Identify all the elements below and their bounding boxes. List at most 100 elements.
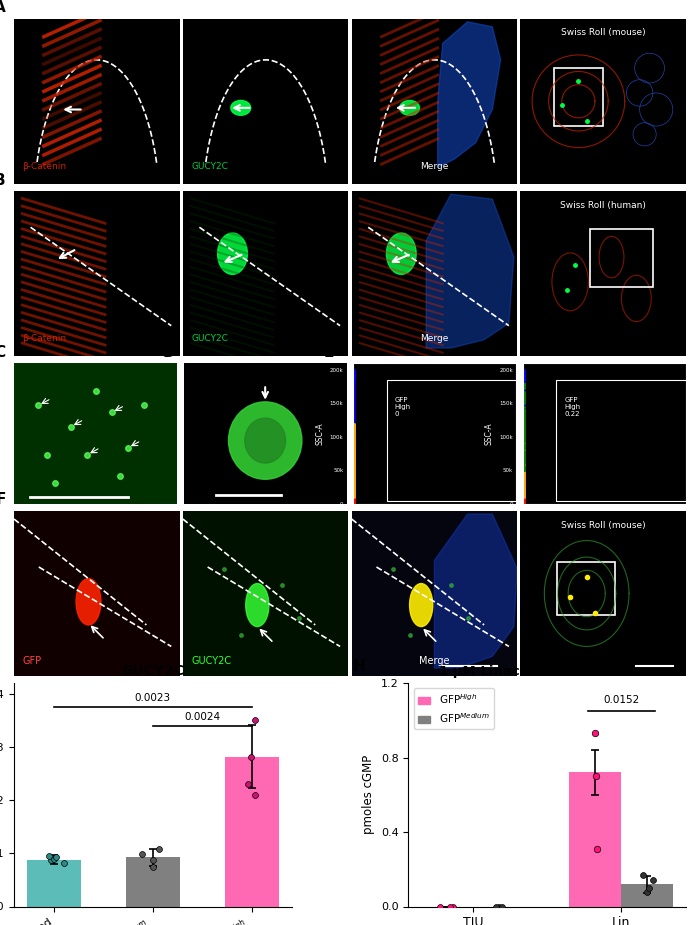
Point — [518, 445, 529, 460]
Point — [518, 401, 529, 415]
Point — [518, 376, 529, 391]
Point — [349, 478, 360, 493]
Point — [349, 473, 360, 487]
Point — [349, 488, 360, 503]
Point — [518, 380, 529, 395]
Point — [518, 392, 529, 407]
Point — [518, 468, 529, 483]
Point — [349, 476, 360, 491]
Point — [349, 364, 360, 379]
Point — [518, 477, 529, 492]
Point — [518, 438, 529, 453]
Point — [518, 439, 529, 454]
Point — [518, 372, 529, 387]
Point — [518, 432, 529, 447]
Point — [349, 426, 360, 440]
Point — [349, 457, 360, 472]
Point — [349, 432, 360, 447]
Point — [349, 469, 360, 484]
Point — [349, 486, 360, 500]
Point — [349, 393, 360, 408]
Point — [349, 443, 360, 458]
Point — [518, 399, 529, 413]
Point — [518, 402, 529, 417]
Point — [518, 490, 529, 505]
Point — [518, 487, 529, 502]
Point — [349, 454, 360, 469]
Point — [349, 428, 360, 443]
Point — [518, 380, 529, 395]
Point — [518, 424, 529, 438]
Point — [349, 463, 360, 478]
Point — [349, 492, 360, 507]
Point — [349, 481, 360, 496]
Point — [349, 483, 360, 498]
Point — [349, 424, 360, 438]
Point — [518, 400, 529, 414]
Point — [349, 411, 360, 426]
Point — [349, 494, 360, 509]
Point — [349, 412, 360, 426]
Point — [349, 482, 360, 497]
Point — [518, 455, 529, 470]
Point — [349, 366, 360, 381]
Point — [349, 455, 360, 470]
Point — [349, 475, 360, 489]
Point — [349, 453, 360, 468]
Point — [518, 462, 529, 476]
Point — [349, 495, 360, 510]
Point — [349, 380, 360, 395]
Point — [349, 485, 360, 500]
Point — [349, 460, 360, 475]
Point — [518, 409, 529, 424]
Point — [518, 401, 529, 415]
Point — [349, 391, 360, 406]
Point — [349, 493, 360, 508]
Point — [518, 386, 529, 401]
Point — [518, 481, 529, 496]
Point — [518, 468, 529, 483]
Point — [518, 405, 529, 420]
Point — [518, 393, 529, 408]
Point — [349, 389, 360, 404]
Point — [349, 380, 360, 395]
Point — [518, 439, 529, 454]
Point — [518, 365, 529, 380]
Point — [349, 404, 360, 419]
Point — [518, 386, 529, 401]
Point — [349, 457, 360, 472]
Point — [518, 467, 529, 482]
Point — [518, 402, 529, 417]
Point — [518, 412, 529, 426]
Point — [518, 476, 529, 491]
Point — [349, 469, 360, 484]
Point — [349, 450, 360, 464]
Point — [518, 370, 529, 385]
Point — [518, 418, 529, 433]
Point — [518, 438, 529, 453]
Point — [518, 389, 529, 404]
Point — [518, 426, 529, 441]
Point — [518, 387, 529, 401]
Point — [518, 454, 529, 469]
Point — [518, 371, 529, 386]
Point — [518, 450, 529, 465]
Point — [518, 462, 529, 477]
Point — [518, 429, 529, 444]
Point — [518, 444, 529, 459]
Point — [349, 465, 360, 480]
Point — [349, 487, 360, 502]
Point — [518, 489, 529, 504]
Point — [349, 370, 360, 385]
Point — [349, 383, 360, 398]
Point — [518, 422, 529, 437]
Point — [349, 462, 360, 476]
Point — [518, 459, 529, 474]
Point — [349, 381, 360, 396]
Point — [518, 441, 529, 456]
Point — [349, 438, 360, 453]
Point — [349, 445, 360, 460]
Point — [518, 455, 529, 470]
Point — [349, 401, 360, 415]
Point — [349, 456, 360, 471]
